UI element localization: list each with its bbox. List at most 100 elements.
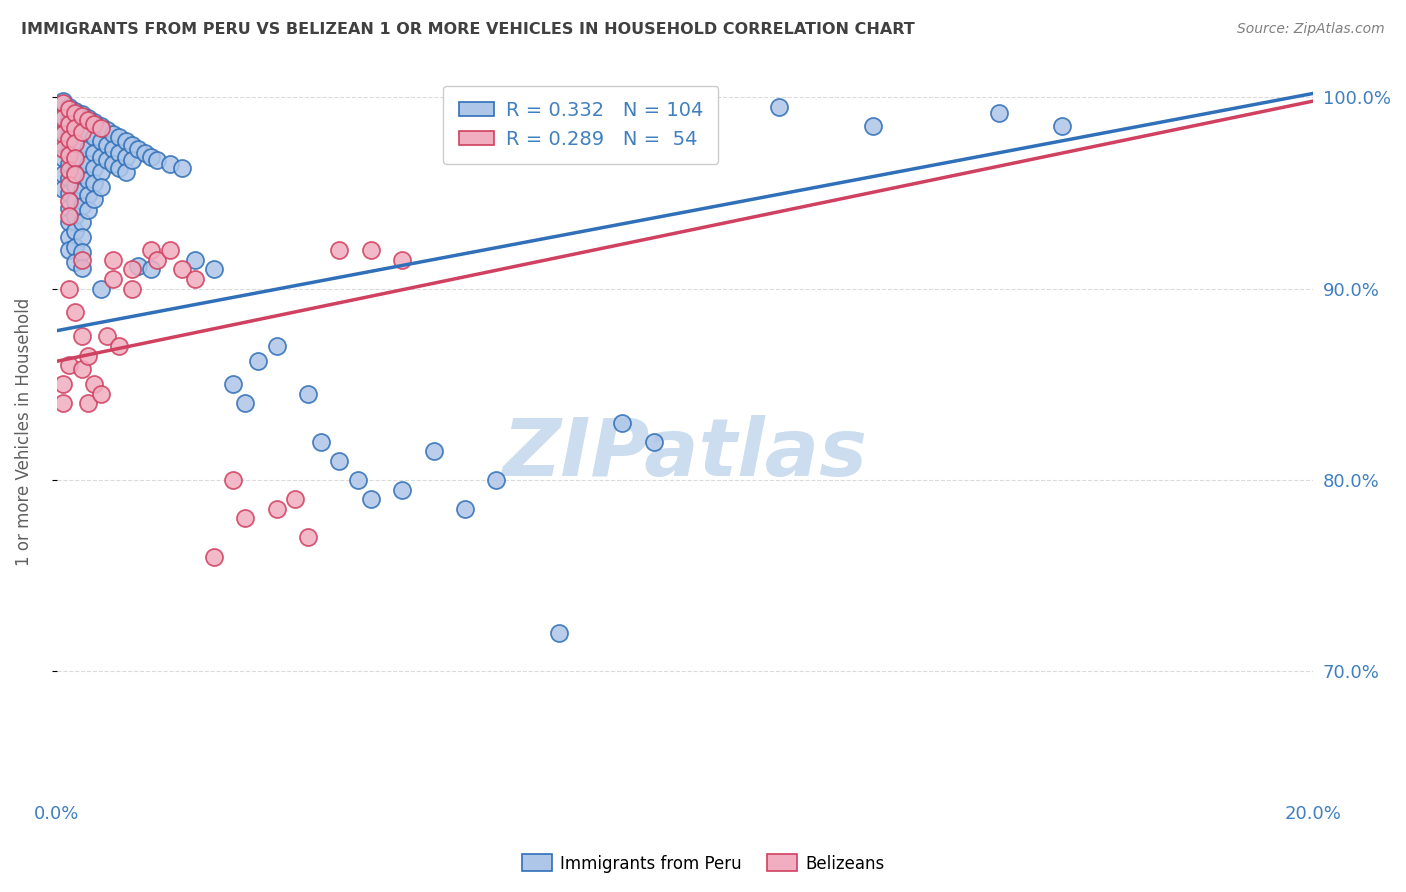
Point — [70, 245, 93, 260]
Point — [58, 194, 80, 208]
Point — [114, 150, 136, 164]
Point — [146, 252, 169, 267]
Point — [266, 339, 288, 353]
Point — [862, 119, 884, 133]
Point — [77, 113, 100, 128]
Point — [988, 105, 1011, 120]
Point — [65, 194, 87, 208]
Point — [159, 244, 181, 258]
Point — [58, 132, 80, 146]
Point — [77, 112, 100, 126]
Point — [328, 454, 350, 468]
Point — [202, 549, 225, 564]
Point — [52, 138, 75, 153]
Point — [65, 150, 87, 164]
Point — [360, 244, 382, 258]
Point — [52, 125, 75, 139]
Point — [58, 117, 80, 131]
Point — [65, 136, 87, 150]
Point — [65, 167, 87, 181]
Point — [70, 199, 93, 213]
Point — [266, 501, 288, 516]
Point — [233, 396, 256, 410]
Point — [83, 115, 105, 129]
Point — [58, 170, 80, 185]
Point — [101, 272, 124, 286]
Point — [347, 473, 370, 487]
Point — [52, 152, 75, 166]
Point — [101, 127, 124, 141]
Point — [58, 157, 80, 171]
Point — [108, 145, 131, 160]
Point — [202, 262, 225, 277]
Point — [768, 100, 790, 114]
Point — [58, 178, 80, 193]
Point — [65, 178, 87, 193]
Point — [101, 142, 124, 156]
Point — [246, 354, 269, 368]
Point — [65, 209, 87, 223]
Point — [96, 329, 118, 343]
Point — [58, 209, 80, 223]
Point — [172, 161, 194, 175]
Point — [139, 150, 162, 164]
Point — [360, 492, 382, 507]
Point — [70, 125, 93, 139]
Point — [77, 396, 100, 410]
Point — [485, 473, 508, 487]
Point — [96, 153, 118, 168]
Point — [90, 120, 112, 135]
Point — [328, 244, 350, 258]
Point — [610, 416, 633, 430]
Point — [52, 94, 75, 108]
Point — [90, 165, 112, 179]
Point — [70, 362, 93, 376]
Point — [52, 396, 75, 410]
Point — [121, 138, 143, 153]
Point — [77, 203, 100, 218]
Point — [77, 142, 100, 156]
Point — [146, 153, 169, 168]
Point — [108, 130, 131, 145]
Legend: R = 0.332   N = 104, R = 0.289   N =  54: R = 0.332 N = 104, R = 0.289 N = 54 — [443, 86, 718, 164]
Point — [139, 244, 162, 258]
Point — [77, 187, 100, 202]
Point — [70, 230, 93, 244]
Point — [52, 377, 75, 392]
Point — [77, 127, 100, 141]
Point — [121, 282, 143, 296]
Point — [221, 377, 243, 392]
Point — [108, 339, 131, 353]
Point — [643, 434, 665, 449]
Point — [1050, 119, 1073, 133]
Point — [284, 492, 307, 507]
Point — [184, 252, 207, 267]
Point — [65, 224, 87, 238]
Text: ZIPatlas: ZIPatlas — [502, 415, 868, 493]
Point — [58, 358, 80, 372]
Point — [70, 138, 93, 153]
Point — [159, 157, 181, 171]
Point — [90, 150, 112, 164]
Point — [233, 511, 256, 525]
Point — [90, 387, 112, 401]
Point — [121, 153, 143, 168]
Point — [65, 239, 87, 253]
Point — [52, 182, 75, 196]
Point — [101, 157, 124, 171]
Point — [77, 172, 100, 186]
Point — [58, 282, 80, 296]
Point — [65, 105, 87, 120]
Point — [58, 100, 80, 114]
Point — [52, 167, 75, 181]
Point — [65, 165, 87, 179]
Point — [70, 153, 93, 168]
Point — [83, 177, 105, 191]
Point — [58, 186, 80, 200]
Point — [309, 434, 332, 449]
Text: Source: ZipAtlas.com: Source: ZipAtlas.com — [1237, 22, 1385, 37]
Point — [101, 252, 124, 267]
Point — [83, 145, 105, 160]
Point — [70, 184, 93, 198]
Point — [673, 119, 696, 133]
